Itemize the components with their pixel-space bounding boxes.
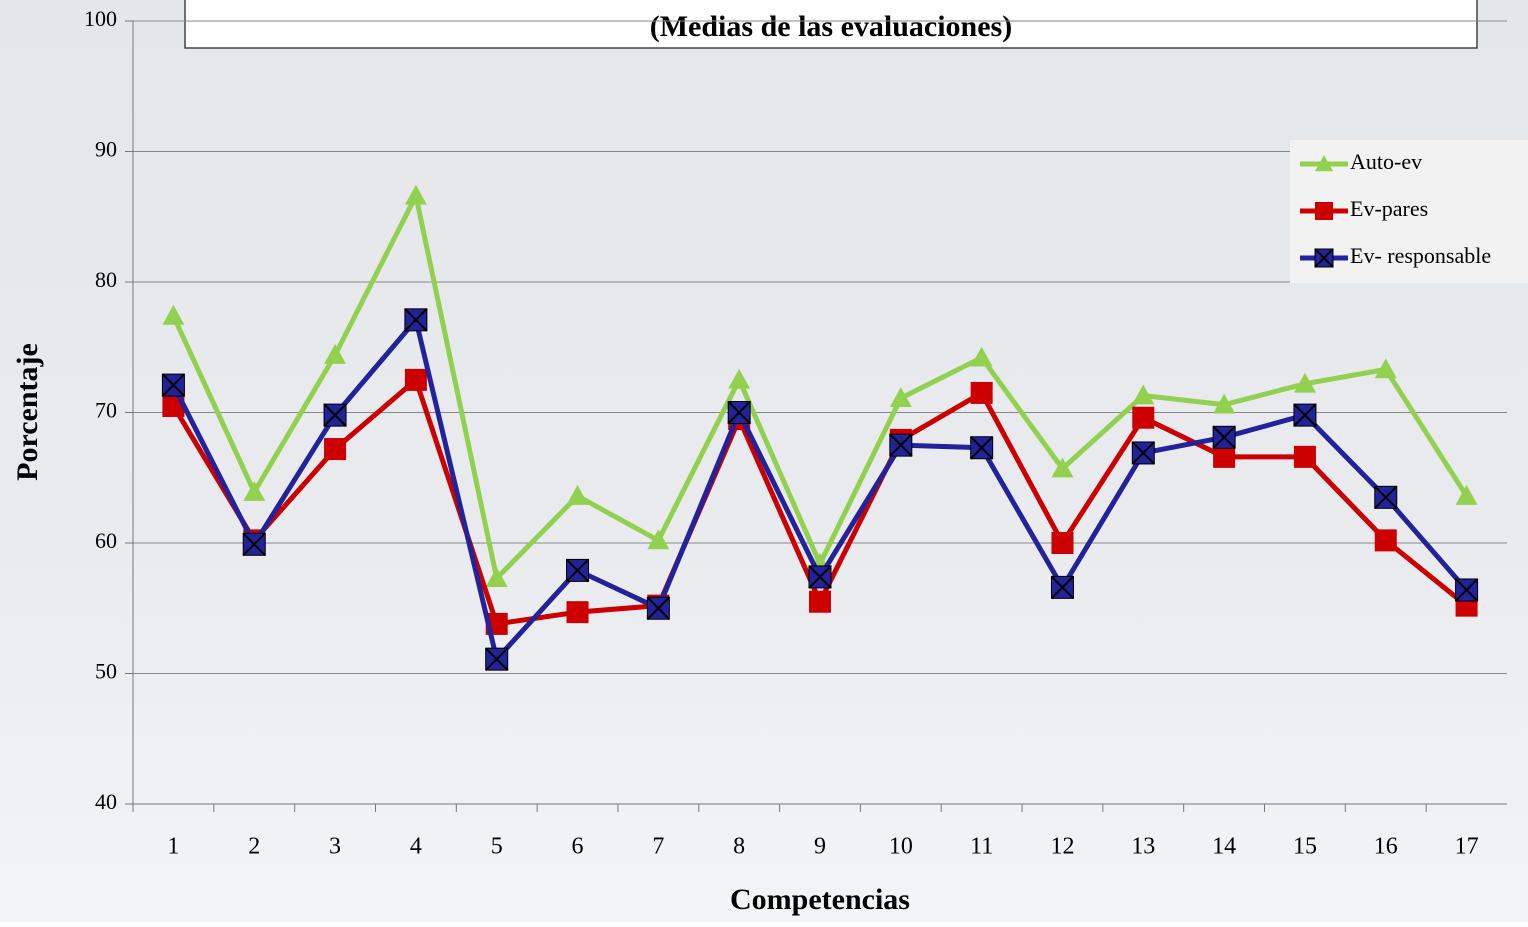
marker-cross (161, 373, 186, 397)
marker (1374, 529, 1397, 552)
y-tick-label: 50 (95, 659, 117, 684)
marker (1212, 425, 1236, 450)
marker (1051, 532, 1074, 554)
marker (1314, 248, 1334, 268)
marker (1455, 485, 1478, 505)
x-tick-label: 2 (248, 834, 260, 860)
marker-cross (404, 308, 428, 332)
marker (889, 433, 913, 457)
marker (162, 304, 185, 325)
marker (1293, 445, 1316, 468)
marker (324, 438, 347, 461)
legend-label: Ev-pares (1350, 196, 1428, 221)
marker (1132, 384, 1155, 405)
marker (1374, 485, 1398, 510)
x-tick-label: 15 (1293, 834, 1317, 860)
marker (1293, 403, 1317, 427)
marker (161, 373, 186, 397)
marker-cross (889, 433, 913, 457)
y-tick-label: 100 (84, 6, 117, 31)
x-tick-label: 14 (1212, 834, 1236, 860)
marker-cross (323, 403, 347, 427)
x-tick-label: 7 (652, 834, 664, 860)
marker (1315, 202, 1333, 220)
x-tick-label: 6 (572, 834, 584, 860)
marker (728, 368, 751, 389)
x-tick-label: 4 (410, 834, 422, 860)
marker (969, 436, 994, 460)
y-tick-label: 40 (95, 789, 117, 814)
marker (243, 481, 266, 501)
marker-cross (969, 436, 994, 460)
x-tick-label: 17 (1455, 834, 1479, 860)
x-tick-label: 3 (329, 834, 341, 860)
x-tick-label: 8 (733, 834, 745, 860)
y-tick-label: 80 (95, 267, 117, 292)
marker (1051, 457, 1074, 478)
x-tick-label: 12 (1050, 834, 1074, 860)
marker-cross (1293, 403, 1317, 427)
marker (1374, 358, 1397, 379)
marker-cross (646, 596, 671, 620)
marker (647, 529, 670, 550)
marker (970, 346, 993, 367)
marker (1131, 441, 1155, 465)
marker (324, 344, 347, 364)
y-tick-label: 60 (95, 528, 117, 553)
marker-cross (1050, 575, 1075, 600)
x-tick-label: 11 (970, 834, 993, 860)
x-tick-label: 16 (1374, 834, 1398, 860)
legend-label: Auto-ev (1350, 149, 1422, 174)
marker (404, 308, 428, 332)
marker (1293, 372, 1316, 393)
marker (404, 184, 427, 205)
legend-label: Ev- responsable (1350, 243, 1491, 268)
marker-cross (1314, 248, 1334, 268)
marker (565, 558, 590, 583)
marker-cross (484, 647, 509, 671)
marker (242, 532, 266, 557)
marker (484, 647, 509, 671)
marker-cross (1374, 485, 1398, 510)
marker-cross (808, 565, 832, 589)
marker (1050, 575, 1075, 600)
x-tick-label: 1 (167, 834, 179, 860)
y-axis-label: Porcentaje (11, 343, 44, 481)
marker (1315, 155, 1333, 172)
title-box (184, 0, 1478, 49)
marker (808, 565, 832, 589)
marker (809, 590, 831, 613)
marker (1132, 406, 1155, 429)
marker-cross (1131, 441, 1155, 465)
marker (1454, 578, 1479, 602)
marker-cross (1454, 578, 1479, 602)
marker (1213, 445, 1236, 468)
marker (1213, 393, 1236, 414)
x-tick-label: 9 (814, 834, 826, 860)
marker (404, 368, 427, 391)
marker-cross (727, 400, 751, 425)
marker (889, 387, 912, 407)
marker (727, 400, 751, 425)
y-tick-label: 70 (95, 398, 117, 423)
x-tick-label: 13 (1131, 834, 1155, 860)
marker (566, 601, 589, 624)
chart-title: (Medias de las evaluaciones) (650, 10, 1012, 43)
x-axis-label: Competencias (730, 883, 910, 916)
marker (970, 381, 993, 404)
marker (323, 403, 347, 427)
marker-cross (242, 532, 266, 557)
marker (646, 596, 671, 620)
x-tick-label: 5 (491, 834, 503, 860)
marker (566, 485, 589, 505)
x-tick-label: 10 (889, 834, 913, 860)
y-tick-label: 90 (95, 137, 117, 162)
marker-cross (1212, 425, 1236, 450)
marker-cross (565, 558, 590, 583)
marker (485, 567, 508, 588)
